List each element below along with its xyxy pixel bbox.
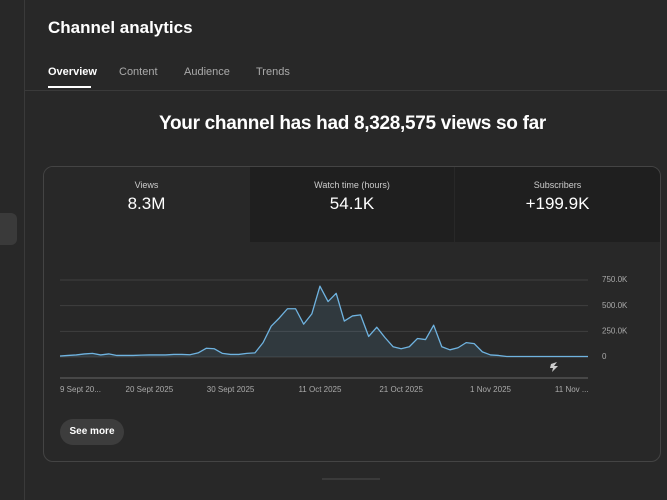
metric-label: Views — [134, 180, 159, 190]
line — [59, 285, 588, 358]
metric-value: 8.3M — [127, 194, 166, 213]
headline: Your channel has had 8,328,575 views so … — [159, 113, 546, 134]
tab[interactable]: Audience — [184, 66, 230, 78]
metric-value: 54.1K — [329, 194, 375, 213]
x-tick-label: 20 Sept 2025 — [126, 385, 174, 394]
metric-label: Subscribers — [533, 180, 582, 190]
x-tick-label: 11 Oct 2025 — [298, 385, 342, 394]
metric-tab[interactable]: Subscribers +199.9K — [455, 167, 660, 242]
y-tick-label: 250.0K — [602, 326, 628, 335]
metric-tab[interactable]: Views 8.3M — [44, 167, 249, 242]
y-tick-label: 750.0K — [602, 275, 628, 284]
scroll-indicator — [322, 478, 380, 480]
x-tick-label: 30 Sept 2025 — [207, 385, 255, 394]
tab[interactable]: Content — [119, 66, 158, 78]
metric-value: +199.9K — [525, 194, 590, 213]
metric-label: Watch time (hours) — [314, 180, 390, 190]
metric-tab[interactable]: Watch time (hours) 54.1K — [250, 167, 454, 242]
sidebar-handle[interactable] — [0, 213, 17, 245]
tab[interactable]: Trends — [256, 66, 290, 78]
x-tick-label: 11 Nov ... — [555, 385, 589, 394]
page-title: Channel analytics — [48, 18, 193, 37]
tab[interactable]: Overview — [48, 66, 97, 78]
x-tick-label: 21 Oct 2025 — [379, 385, 423, 394]
x-tick-label: 9 Sept 20... — [60, 385, 101, 394]
area — [60, 286, 588, 357]
y-tick-label: 0 — [602, 352, 607, 361]
x-tick-label: 1 Nov 2025 — [470, 385, 511, 394]
tab-underline — [48, 86, 91, 88]
header-divider — [25, 90, 667, 91]
see-more-button[interactable]: See more — [60, 419, 124, 445]
analytics-card: Views 8.3M Watch time (hours) 54.1K Subs… — [43, 166, 661, 462]
sidebar-divider — [24, 0, 25, 500]
y-tick-label: 500.0K — [602, 301, 628, 310]
shorts-icon — [550, 362, 558, 372]
